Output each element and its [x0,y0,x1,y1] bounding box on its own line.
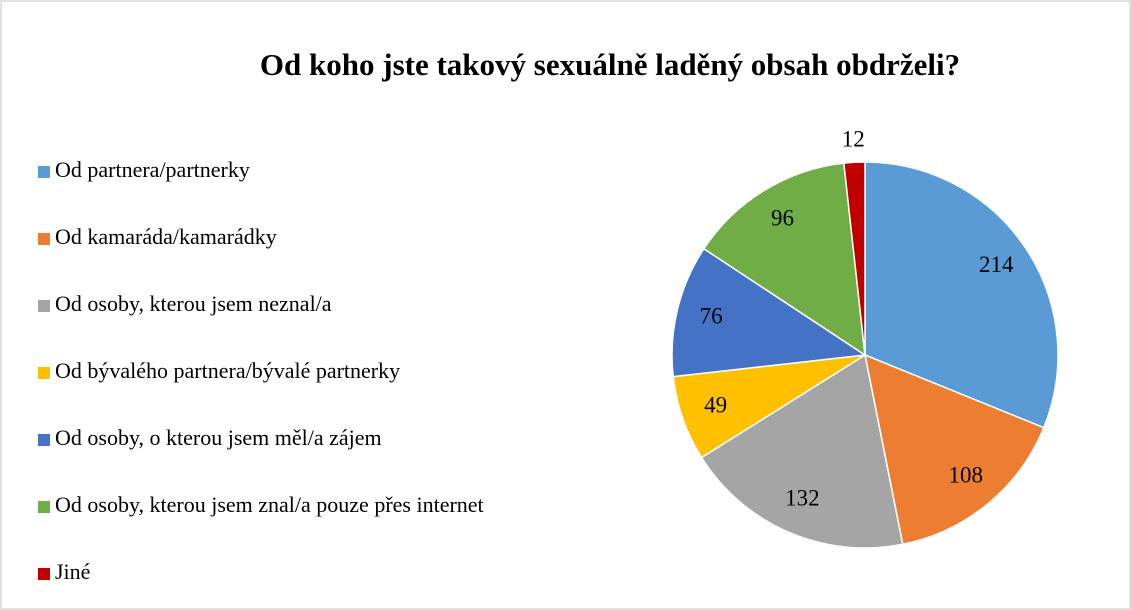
data-label: 214 [979,252,1014,277]
data-label: 96 [771,205,794,230]
pie-slice [702,162,866,357]
legend-swatch [38,300,50,312]
chart-title: Od koho jste takový sexuálně laděný obsa… [260,47,960,82]
pie-slice [864,161,1059,429]
data-label: 108 [949,462,984,487]
pie-slice [843,161,866,356]
legend-label: Od kamaráda/kamarádky [55,224,277,249]
pie-slice [700,353,904,549]
legend-swatch [38,501,50,513]
legend-swatch [38,434,50,446]
data-label: 49 [704,392,727,417]
data-label: 132 [785,486,820,511]
legend-label: Jiné [55,559,90,584]
pie-slice [863,353,1045,546]
legend-label: Od osoby, kterou jsem znal/a pouze přes … [55,492,484,517]
data-label: 76 [700,303,723,328]
legend-swatch [38,166,50,178]
legend-label: Od bývalého partnera/bývalé partnerky [55,358,400,383]
legend-swatch [38,568,50,580]
legend-label: Od osoby, kterou jsem neznal/a [55,291,332,316]
legend-label: Od osoby, o kterou jsem měl/a zájem [55,425,382,450]
pie-slice [671,247,868,378]
data-label: 12 [842,126,865,151]
legend-swatch [38,367,50,379]
legend-label: Od partnera/partnerky [55,157,250,182]
legend-swatch [38,233,50,245]
